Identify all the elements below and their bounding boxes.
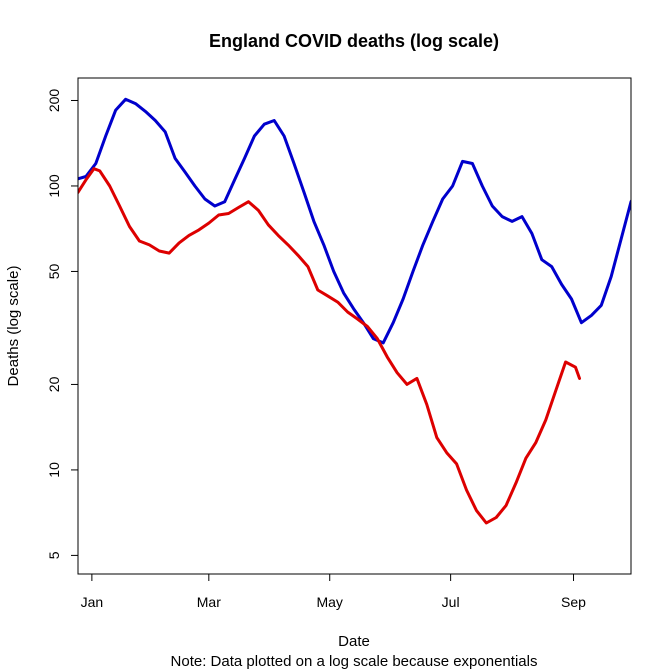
- series-line-1: [78, 97, 631, 345]
- x-tick-label: Jan: [81, 594, 104, 610]
- x-axis-label: Date: [338, 633, 370, 650]
- y-tick-label: 5: [46, 551, 62, 559]
- x-tick-label: May: [316, 594, 342, 610]
- y-axis: 5 10 20 50 100 200: [46, 89, 78, 559]
- x-axis: Jan Mar May Jul Sep: [81, 574, 586, 610]
- chart-note: Note: Data plotted on a log scale becaus…: [171, 653, 538, 670]
- y-tick-label: 200: [46, 89, 62, 113]
- y-tick-label: 50: [46, 263, 62, 279]
- x-tick-label: Jul: [442, 594, 460, 610]
- x-tick-label: Mar: [197, 594, 221, 610]
- plot-frame: [77, 77, 632, 575]
- y-axis-label: Deaths (log scale): [5, 266, 22, 387]
- plot-lines: [78, 97, 631, 525]
- y-tick-label: 100: [46, 174, 62, 198]
- y-tick-label: 10: [46, 462, 62, 478]
- y-tick-label: 20: [46, 376, 62, 392]
- chart-title: England COVID deaths (log scale): [209, 31, 499, 51]
- x-tick-label: Sep: [561, 594, 586, 610]
- series-line-2: [78, 167, 581, 525]
